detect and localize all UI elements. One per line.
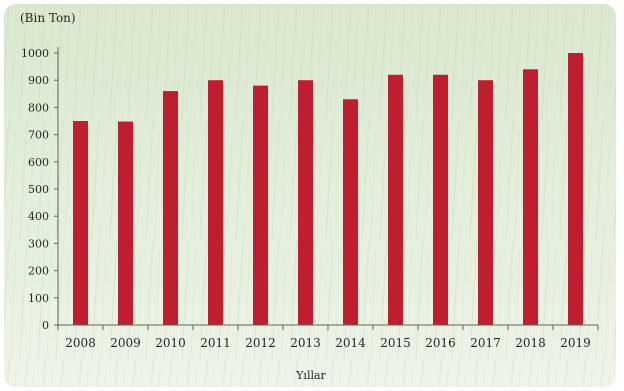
bar-2014 (343, 99, 358, 326)
bar-2016 (433, 74, 448, 325)
y-tick-label: 300 (28, 237, 49, 250)
y-tick-label: 0 (42, 319, 49, 332)
x-tick-label: 2011 (200, 336, 231, 350)
y-tick-label: 600 (28, 156, 49, 169)
bar-2012 (253, 85, 268, 325)
y-axis-label: (Bin Ton) (20, 11, 76, 25)
y-tick-label: 200 (28, 265, 49, 278)
x-tick-label: 2018 (515, 336, 546, 350)
y-tick-label: 900 (28, 74, 49, 87)
x-tick-label: 2015 (380, 336, 411, 350)
y-axis: 0 100 200 300 400 500 600 700 800 900 1000 (21, 47, 59, 332)
y-tick-label: 1000 (21, 47, 49, 60)
bar-2010 (163, 91, 178, 325)
bar-2009 (118, 121, 133, 325)
x-axis-label: Yıllar (295, 369, 326, 382)
bar-2015 (388, 74, 403, 325)
x-tick-label: 2013 (290, 336, 321, 350)
x-tick-label: 2014 (335, 336, 366, 350)
x-tick-label: 2016 (425, 336, 456, 350)
x-tick-label: 2019 (560, 336, 591, 350)
y-tick-label: 500 (28, 183, 49, 196)
x-tick-label: 2009 (110, 336, 141, 350)
bar-2019 (568, 53, 583, 325)
y-tick-label: 700 (28, 129, 49, 142)
bar-2017 (478, 80, 493, 325)
bars-group (73, 53, 583, 326)
x-tick-label: 2008 (65, 336, 96, 350)
x-tick-label: 2010 (155, 336, 186, 350)
x-axis: 2008 2009 2010 2011 2012 2013 2014 2015 2016 2017… (57, 324, 599, 350)
y-tick-label: 100 (28, 292, 49, 305)
x-tick-label: 2017 (470, 336, 501, 350)
bar-2008 (73, 121, 88, 325)
bar-2018 (523, 69, 538, 325)
y-tick-label: 400 (28, 210, 49, 223)
x-tick-label: 2012 (245, 336, 276, 350)
y-tick-label: 800 (28, 101, 49, 114)
bar-2011 (208, 80, 223, 325)
bar-2013 (298, 80, 313, 325)
